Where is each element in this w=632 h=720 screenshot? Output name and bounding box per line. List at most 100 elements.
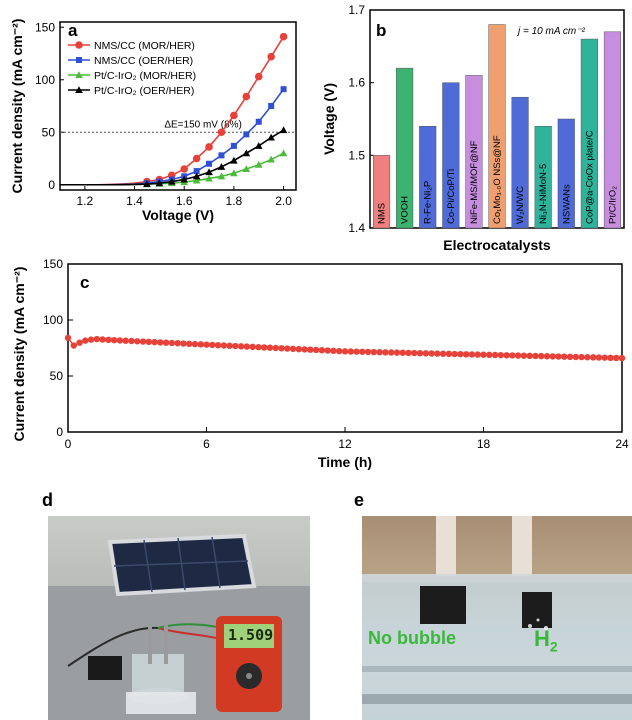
bar-b — [396, 67, 414, 229]
current-density-annotation-b: j = 10 mA cm⁻² — [516, 26, 586, 37]
legend-label-a: NMS/CC (OER/HER) — [94, 55, 193, 67]
data-point-c — [255, 343, 262, 351]
data-point-c — [561, 353, 568, 360]
data-point-c — [168, 339, 176, 347]
data-point-c — [70, 342, 77, 349]
data-point-c — [607, 354, 614, 361]
data-point-c — [451, 350, 458, 358]
bar-label-b: NSWANs — [561, 184, 572, 224]
data-point-c — [99, 336, 106, 343]
data-point-a — [180, 165, 189, 173]
data-point-a — [230, 111, 238, 120]
data-point-c — [312, 346, 320, 354]
data-point-a — [254, 72, 263, 81]
bar-label-b: Co₁Mo₁.₀O NSs@NF — [492, 135, 503, 224]
data-point-c — [307, 346, 314, 353]
electrode-holder-right — [512, 516, 532, 576]
data-point-c — [122, 337, 129, 344]
data-point-c — [347, 348, 354, 355]
data-point-c — [613, 354, 620, 362]
data-point-c — [486, 351, 493, 359]
h2-label: H2 — [534, 626, 558, 654]
panel-label-e: e — [354, 490, 365, 510]
legend-label-a: Pt/C-IrO₂ (MOR/HER) — [94, 70, 196, 82]
data-point-c — [76, 339, 83, 346]
data-point-c — [526, 352, 533, 360]
bar-label-b: Ni₃N-NiMoN-5 — [538, 164, 549, 224]
data-point-c — [139, 338, 147, 345]
data-point-a — [180, 175, 189, 183]
data-point-c — [284, 345, 291, 352]
data-point-c — [457, 350, 464, 358]
multimeter-display — [224, 624, 274, 648]
data-point-a — [242, 149, 251, 157]
chart-panel-b: 1.4 1.5 1.6 1.7 NMS VOOH R-Fe-Ni₂P Co-Pi/CoP/Ti… — [318, 0, 632, 258]
data-point-c — [532, 352, 539, 360]
data-point-a — [267, 133, 275, 141]
data-point-c — [272, 344, 279, 352]
no-bubble-label: No bubble — [368, 628, 456, 648]
lcd-reading: 1.509 — [228, 626, 274, 644]
data-point-a — [205, 174, 213, 182]
data-point-c — [491, 351, 499, 359]
data-point-a — [279, 126, 288, 134]
data-point-c — [145, 338, 152, 346]
data-point-a — [192, 172, 201, 180]
y-tick-label-a: 0 — [48, 178, 55, 192]
legend-label-a: Pt/C-IrO₂ (OER/HER) — [94, 85, 194, 97]
electrolysis-cell — [132, 654, 184, 696]
data-point-c — [411, 349, 418, 357]
data-point-c — [549, 353, 556, 360]
bar-label-b: CoP@a-CoOx plate/C — [584, 130, 595, 224]
data-point-c — [330, 347, 337, 354]
data-point-c — [64, 334, 72, 342]
data-point-c — [514, 352, 522, 359]
electrode-right — [522, 592, 552, 628]
data-point-c — [428, 350, 435, 357]
data-point-c — [289, 345, 297, 353]
data-point-c — [243, 343, 251, 350]
photo-d-illustration — [48, 533, 310, 720]
data-point-c — [237, 343, 245, 350]
y-tick-label-b: 1.4 — [348, 221, 365, 235]
data-point-a — [155, 179, 164, 187]
legend-marker-a — [75, 41, 83, 49]
data-point-c — [324, 347, 331, 354]
data-point-c — [87, 336, 95, 343]
data-point-c — [209, 341, 216, 349]
data-point-a — [143, 180, 151, 188]
data-point-a — [255, 118, 262, 125]
data-point-c — [543, 353, 551, 360]
panel-label-c: c — [80, 273, 89, 292]
data-point-a — [254, 161, 263, 168]
data-point-c — [364, 348, 372, 356]
data-point-a — [230, 156, 238, 164]
data-point-c — [376, 349, 383, 356]
bar-b — [603, 31, 622, 229]
y-axis-label-a: Current density (mA cm⁻²) — [9, 19, 25, 194]
bar-b — [465, 75, 483, 229]
data-point-a — [268, 103, 275, 109]
bar-label-b: R-Fe-Ni₂P — [423, 181, 434, 224]
data-point-c — [301, 346, 308, 353]
data-point-a — [279, 32, 288, 41]
data-point-c — [157, 339, 164, 346]
data-point-c — [387, 349, 395, 356]
x-tick-label-c: 12 — [338, 437, 352, 451]
data-point-c — [82, 337, 89, 344]
data-point-c — [509, 352, 516, 359]
connector-box — [88, 656, 122, 680]
x-tick-label-a: 2.0 — [275, 194, 292, 208]
chart-a-svg: 1.2 1.4 1.6 1.8 2.0 0 50 100 150 ΔE=150 mV (8%) NM… — [9, 19, 297, 223]
h2-label-main: H — [534, 626, 550, 651]
bar-b — [534, 126, 552, 229]
x-axis-label-a: Voltage (V) — [142, 207, 214, 223]
x-tick-label-c: 18 — [477, 437, 491, 451]
electrode-holder-left — [436, 516, 456, 576]
y-tick-label-b: 1.5 — [348, 148, 365, 162]
data-point-c — [151, 338, 158, 346]
delta-e-annotation: ΔE=150 mV (8%) — [164, 119, 242, 130]
data-point-c — [618, 354, 626, 362]
y-tick-label-a: 100 — [35, 73, 55, 87]
x-tick-label-c: 6 — [203, 437, 210, 451]
